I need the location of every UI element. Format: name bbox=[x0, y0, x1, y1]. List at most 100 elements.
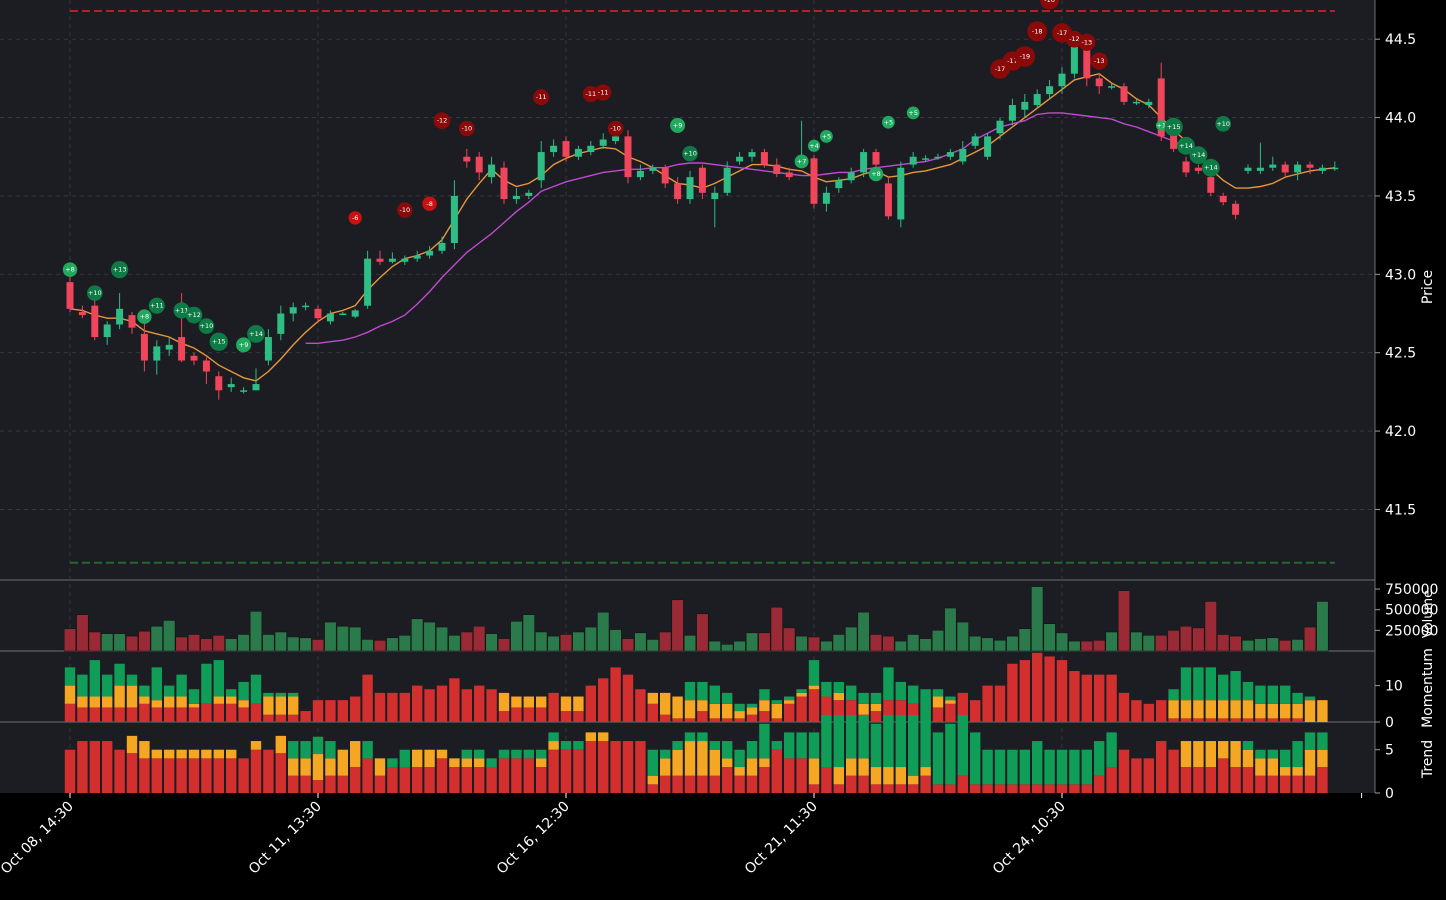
momentum-bar bbox=[784, 703, 795, 722]
momentum-bar bbox=[709, 718, 720, 722]
signal-marker bbox=[209, 332, 228, 351]
signal-label: -17 bbox=[1057, 29, 1068, 37]
momentum-bar bbox=[188, 689, 200, 704]
volume-bar bbox=[1130, 631, 1143, 652]
momentum-bar bbox=[126, 685, 138, 708]
momentum-bar bbox=[883, 667, 894, 701]
signal-label: +10 bbox=[88, 289, 102, 297]
candle-body bbox=[736, 156, 744, 162]
signal-label: -16 bbox=[1044, 0, 1055, 4]
trend-bar bbox=[684, 775, 696, 793]
trend-bar bbox=[176, 749, 187, 759]
momentum-bar bbox=[1292, 692, 1303, 704]
momentum-bar bbox=[684, 700, 696, 719]
signal-label: +1 bbox=[1156, 121, 1166, 129]
trend-bar bbox=[1280, 767, 1291, 776]
momentum-bar bbox=[1230, 718, 1241, 722]
trend-bar bbox=[1131, 758, 1142, 793]
candle-body bbox=[351, 310, 359, 317]
trend-bar bbox=[870, 723, 882, 768]
momentum-bar bbox=[213, 696, 224, 704]
volume-bar bbox=[336, 625, 349, 652]
candle-body bbox=[1021, 101, 1029, 110]
trend-bar bbox=[1069, 784, 1080, 793]
trend-bar bbox=[1292, 775, 1303, 793]
trend-bar bbox=[1280, 775, 1291, 793]
momentum-bar bbox=[176, 707, 187, 722]
volume-bar bbox=[1093, 640, 1106, 652]
volume-bar bbox=[931, 630, 945, 652]
trend-bar bbox=[784, 758, 795, 793]
trend-bar bbox=[771, 741, 782, 750]
momentum-bar bbox=[746, 707, 758, 715]
momentum-bar bbox=[1255, 718, 1266, 722]
volume-axis-label: Volume bbox=[1421, 590, 1436, 638]
momentum-bar bbox=[734, 718, 745, 722]
candle-body bbox=[78, 311, 86, 316]
trend-bar bbox=[1304, 775, 1316, 793]
trend-bar bbox=[387, 767, 398, 793]
candle-body bbox=[1318, 167, 1326, 171]
volume-bar bbox=[1204, 601, 1217, 652]
trend-bar bbox=[610, 741, 621, 793]
momentum-bar bbox=[1180, 718, 1192, 722]
trend-bar bbox=[1118, 749, 1130, 793]
volume-bar bbox=[597, 611, 610, 652]
candle-body bbox=[165, 344, 173, 350]
signal-markers: +8+10+13+8+11+11+12+10+15 +9+14-6-10-8-12… bbox=[62, 0, 1231, 353]
momentum-bar bbox=[1180, 700, 1192, 719]
trend-bar bbox=[436, 749, 448, 759]
candle-body bbox=[1281, 164, 1289, 173]
momentum-bar bbox=[573, 711, 584, 722]
trend-bar bbox=[1156, 741, 1167, 793]
trend-bar bbox=[858, 775, 869, 793]
trend-tick-label: 0 bbox=[1385, 786, 1394, 802]
signal-marker bbox=[1014, 46, 1036, 67]
signal-marker bbox=[459, 120, 475, 137]
trend-bar bbox=[548, 741, 559, 750]
trend-bar bbox=[312, 736, 324, 755]
momentum-bars bbox=[64, 652, 1328, 722]
trend-bar bbox=[1094, 775, 1105, 793]
trend-bar bbox=[784, 732, 795, 759]
volume-bar bbox=[1018, 628, 1031, 652]
momentum-bar bbox=[188, 703, 200, 708]
trend-bar bbox=[982, 749, 993, 785]
trend-bar bbox=[647, 784, 658, 793]
signal-marker bbox=[595, 84, 612, 101]
momentum-bar bbox=[436, 685, 448, 722]
signal-marker bbox=[87, 285, 103, 301]
trend-bar bbox=[1255, 749, 1266, 759]
momentum-bar bbox=[523, 696, 534, 708]
candle-body bbox=[66, 282, 74, 309]
signal-label: +14 bbox=[1179, 142, 1193, 150]
momentum-bar bbox=[374, 692, 386, 722]
momentum-bar bbox=[598, 678, 609, 722]
candle-body bbox=[475, 156, 483, 173]
momentum-bar bbox=[560, 696, 572, 712]
signal-label: +15 bbox=[1167, 123, 1181, 131]
momentum-bar bbox=[474, 685, 485, 722]
trend-bar bbox=[932, 784, 944, 793]
volume-bar bbox=[1142, 635, 1155, 652]
candle-body bbox=[562, 141, 570, 157]
momentum-bar bbox=[734, 703, 745, 712]
momentum-bar bbox=[77, 707, 88, 722]
trend-bar bbox=[250, 749, 262, 793]
volume-bar bbox=[386, 637, 399, 652]
momentum-bar bbox=[77, 696, 88, 708]
candle-body bbox=[339, 313, 347, 316]
candle-body bbox=[996, 120, 1004, 134]
trend-bar bbox=[1106, 732, 1117, 768]
volume-bar bbox=[1179, 625, 1193, 652]
momentum-bar bbox=[114, 707, 125, 722]
momentum-bar bbox=[821, 681, 832, 697]
momentum-bar bbox=[994, 685, 1006, 722]
momentum-bar bbox=[263, 692, 274, 697]
volume-bar bbox=[795, 635, 808, 652]
trend-bar bbox=[201, 749, 212, 759]
volume-bar bbox=[324, 621, 337, 652]
momentum-bar bbox=[610, 667, 621, 722]
candle-body bbox=[202, 360, 210, 372]
